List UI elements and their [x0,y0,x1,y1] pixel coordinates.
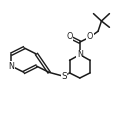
Text: S: S [60,72,66,81]
Text: N: N [76,50,82,59]
Text: O: O [66,32,72,41]
Text: N: N [8,62,14,71]
Text: O: O [86,32,92,41]
